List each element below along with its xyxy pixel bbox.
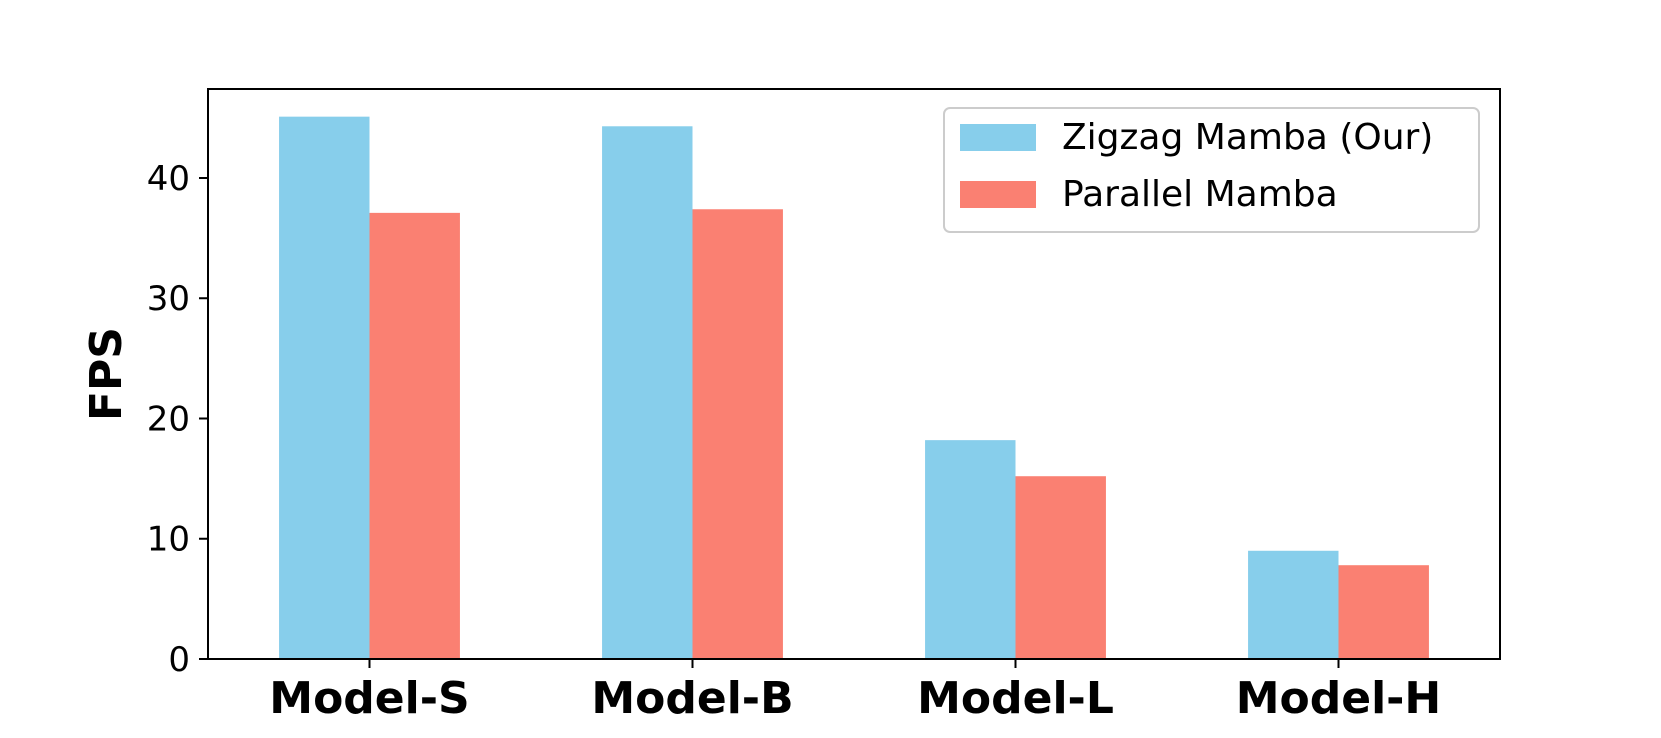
bar-series-1-model-l xyxy=(1015,476,1106,659)
bar-series-1-model-h xyxy=(1338,565,1429,659)
legend-swatch-1 xyxy=(960,181,1036,208)
x-tick-label-model-s: Model-S xyxy=(269,673,469,724)
legend-label-0: Zigzag Mamba (Our) xyxy=(1062,117,1433,158)
plot-frame xyxy=(207,88,1501,660)
bar-series-1-model-b xyxy=(692,209,783,659)
bar-series-0-model-b xyxy=(602,126,693,659)
x-tick-label-model-h: Model-H xyxy=(1236,673,1442,724)
bar-series-1-model-s xyxy=(369,212,460,659)
bar-series-0-model-l xyxy=(925,440,1016,659)
y-axis-title: FPS xyxy=(81,327,132,421)
y-tick-label: 30 xyxy=(147,279,190,319)
bar-series-0-model-s xyxy=(279,116,370,660)
y-tick-label: 20 xyxy=(147,399,190,439)
legend: Zigzag Mamba (Our) Parallel Mamba xyxy=(943,107,1480,233)
y-tick-label: 40 xyxy=(147,159,190,199)
bar-series-0-model-h xyxy=(1248,550,1339,659)
bars-layer xyxy=(279,116,1429,660)
legend-frame xyxy=(943,107,1480,233)
x-tick-label-model-b: Model-B xyxy=(591,673,793,724)
x-tick-label-model-l: Model-L xyxy=(917,673,1114,724)
x-axis: Model-S Model-B Model-L Model-H xyxy=(269,659,1441,724)
y-axis: 0 10 20 30 40 xyxy=(147,159,208,680)
legend-label-1: Parallel Mamba xyxy=(1062,174,1338,215)
y-tick-label: 10 xyxy=(147,520,190,560)
legend-swatch-0 xyxy=(960,124,1036,151)
y-tick-label: 0 xyxy=(168,640,190,680)
